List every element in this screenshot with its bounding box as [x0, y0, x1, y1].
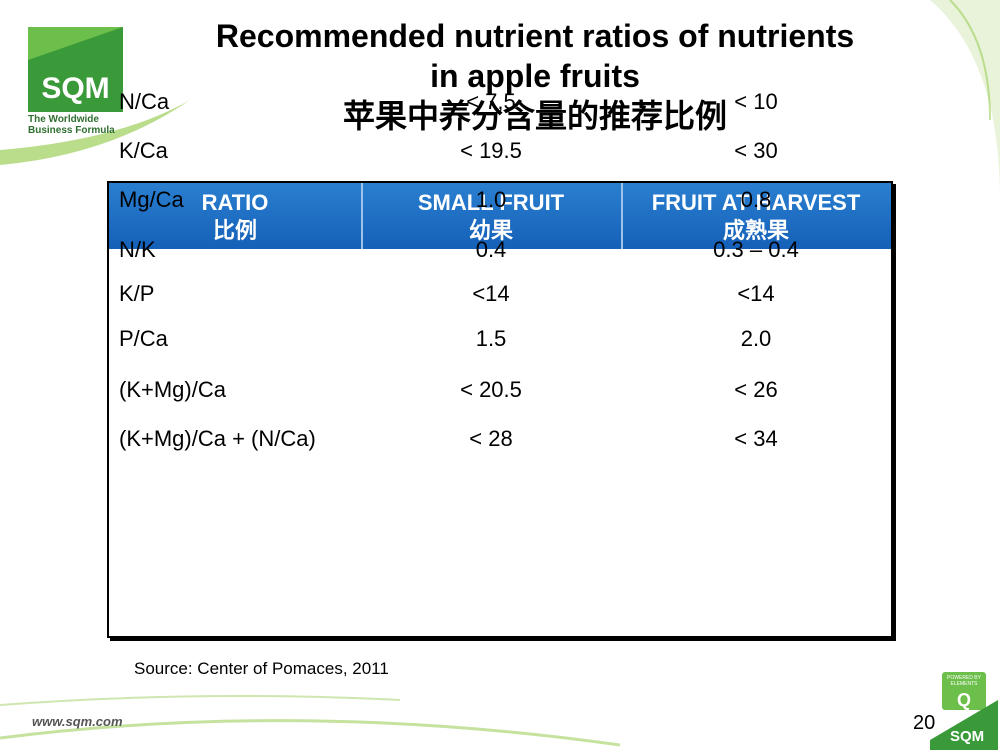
table-cell: (K+Mg)/Ca + (N/Ca) [119, 426, 316, 451]
table-cell: <14 [472, 281, 510, 306]
header-zh: 幼果 [468, 218, 513, 243]
table-cell: N/K [119, 237, 156, 262]
page-number: 20 [913, 712, 936, 734]
tagline-line: The Worldwide [28, 114, 99, 125]
header-en: SMALL FRUIT [417, 190, 565, 215]
table-cell: <14 [737, 281, 775, 306]
header-zh: 比例 [212, 218, 257, 243]
table-cell: < 7,5 [466, 89, 516, 114]
title-line: in apple fruits [430, 58, 640, 94]
column-header: SMALL FRUIT 幼果 [361, 189, 621, 245]
table: RATIO 比例 SMALL FRUIT 幼果 FRUIT AT HARVEST 成熟果 … [107, 89, 893, 638]
column-header: RATIO 比例 [109, 189, 361, 245]
table-cell: 0.8 [740, 187, 772, 212]
table-cell: < 10 [734, 89, 778, 114]
table-cell: < 20.5 [460, 377, 522, 402]
title: Recommended nutrient ratios of nutrients… [150, 16, 920, 136]
table-cell: 1.5 [475, 326, 507, 351]
table-cell: < 34 [734, 426, 778, 451]
table-cell: (K+Mg)/Ca [119, 377, 226, 402]
table-cell: 0.4 [475, 237, 507, 262]
header-zh: 成熟果 [722, 218, 789, 243]
logo-tagline: The Worldwide Business Formula [28, 114, 115, 136]
table-cell: P/Ca [119, 326, 168, 351]
table-cell: K/P [119, 281, 155, 306]
badge-top: POWERED BY ELEMENTS [947, 675, 981, 687]
badge-letter: Q [956, 690, 971, 710]
logo-name: SQM [41, 72, 110, 105]
column-header: FRUIT AT HARVEST 成熟果 [621, 189, 891, 245]
footer-url: www.sqm.com [32, 714, 123, 729]
source: Source: Center of Pomaces, 2011 [134, 659, 389, 678]
title-line: Recommended nutrient ratios of nutrients [215, 18, 855, 54]
header-en: FRUIT AT HARVEST [651, 190, 861, 215]
column-separator [621, 183, 623, 249]
table-cell: < 28 [469, 426, 513, 451]
table-cell: < 26 [734, 377, 778, 402]
table-cell: < 30 [734, 138, 778, 163]
badge-name: SQM [950, 728, 985, 745]
table-header: RATIO 比例 SMALL FRUIT 幼果 FRUIT AT HARVEST 成熟果 [109, 183, 891, 249]
table-cell: N/Ca [119, 89, 170, 114]
table-cell: Mg/Ca [119, 187, 184, 212]
table-cell: 1.0 [475, 187, 507, 212]
title-line: 苹果中养分含量的推荐比例 [342, 98, 727, 134]
table-cell: 0.3 – 0.4 [713, 237, 799, 262]
column-separator [361, 183, 363, 249]
table-cell: K/Ca [119, 138, 168, 163]
tagline-line: Business Formula [28, 125, 115, 136]
table-cell: 2.0 [740, 326, 772, 351]
header-en: RATIO [201, 190, 269, 215]
table-cell: < 19.5 [460, 138, 522, 163]
